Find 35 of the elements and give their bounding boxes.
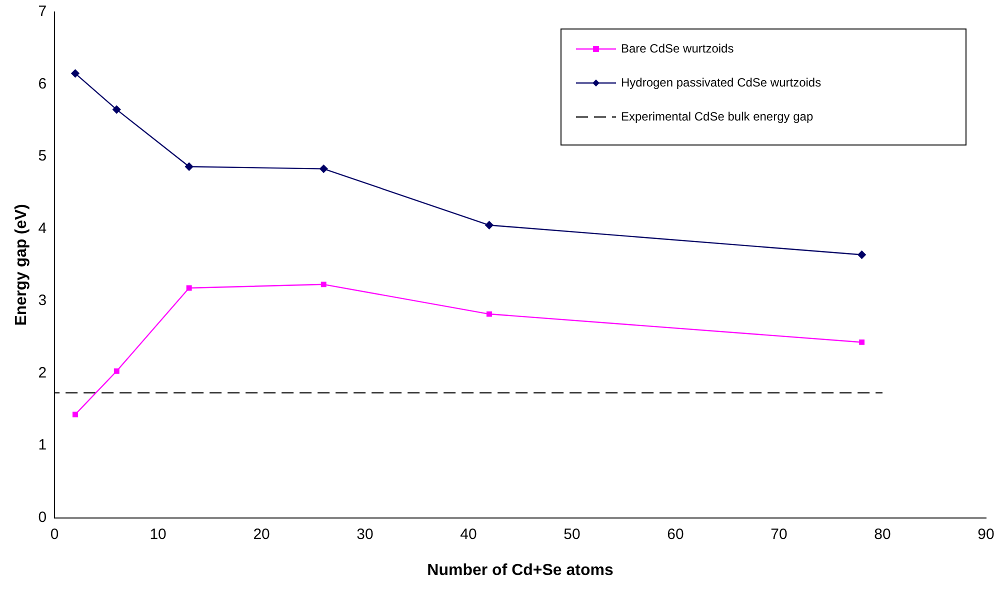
legend-label: Bare CdSe wurtzoids: [621, 41, 734, 56]
x-tick-label: 20: [253, 526, 270, 543]
x-axis-title: Number of Cd+Se atoms: [427, 562, 614, 579]
point: [112, 105, 121, 114]
x-tick-label: 90: [978, 526, 994, 543]
x-tick-label: 30: [356, 526, 374, 543]
point: [320, 282, 326, 288]
x-tick-label: 80: [874, 526, 891, 543]
y-tick-label: 2: [38, 364, 47, 382]
x-tick-label: 0: [50, 526, 59, 543]
x-tick-label: 10: [150, 526, 166, 543]
point: [186, 285, 192, 291]
y-tick-label: 4: [38, 220, 47, 237]
legend-label: Experimental CdSe bulk energy gap: [621, 109, 814, 124]
y-axis-title: Energy gap (eV): [13, 204, 30, 326]
point: [858, 250, 866, 259]
x-tick-label: 70: [770, 526, 788, 543]
point: [485, 221, 494, 230]
legend-label: Hydrogen passivated CdSe wurtzoids: [621, 75, 822, 90]
point: [71, 69, 80, 78]
y-tick-label: 3: [38, 292, 47, 310]
y-tick-label: 6: [38, 75, 47, 92]
point: [320, 164, 328, 173]
x-tick-label: 60: [667, 526, 684, 543]
point: [859, 339, 865, 345]
y-tick-label: 5: [38, 148, 47, 165]
point: [486, 311, 492, 317]
y-tick-label: 7: [38, 3, 47, 20]
point: [114, 368, 120, 374]
point: [72, 412, 78, 418]
y-tick-label: 1: [38, 436, 47, 454]
y-tick-label: 0: [38, 508, 47, 526]
point: [184, 162, 194, 171]
x-tick-label: 40: [460, 526, 477, 543]
x-tick-label: 50: [564, 526, 580, 543]
